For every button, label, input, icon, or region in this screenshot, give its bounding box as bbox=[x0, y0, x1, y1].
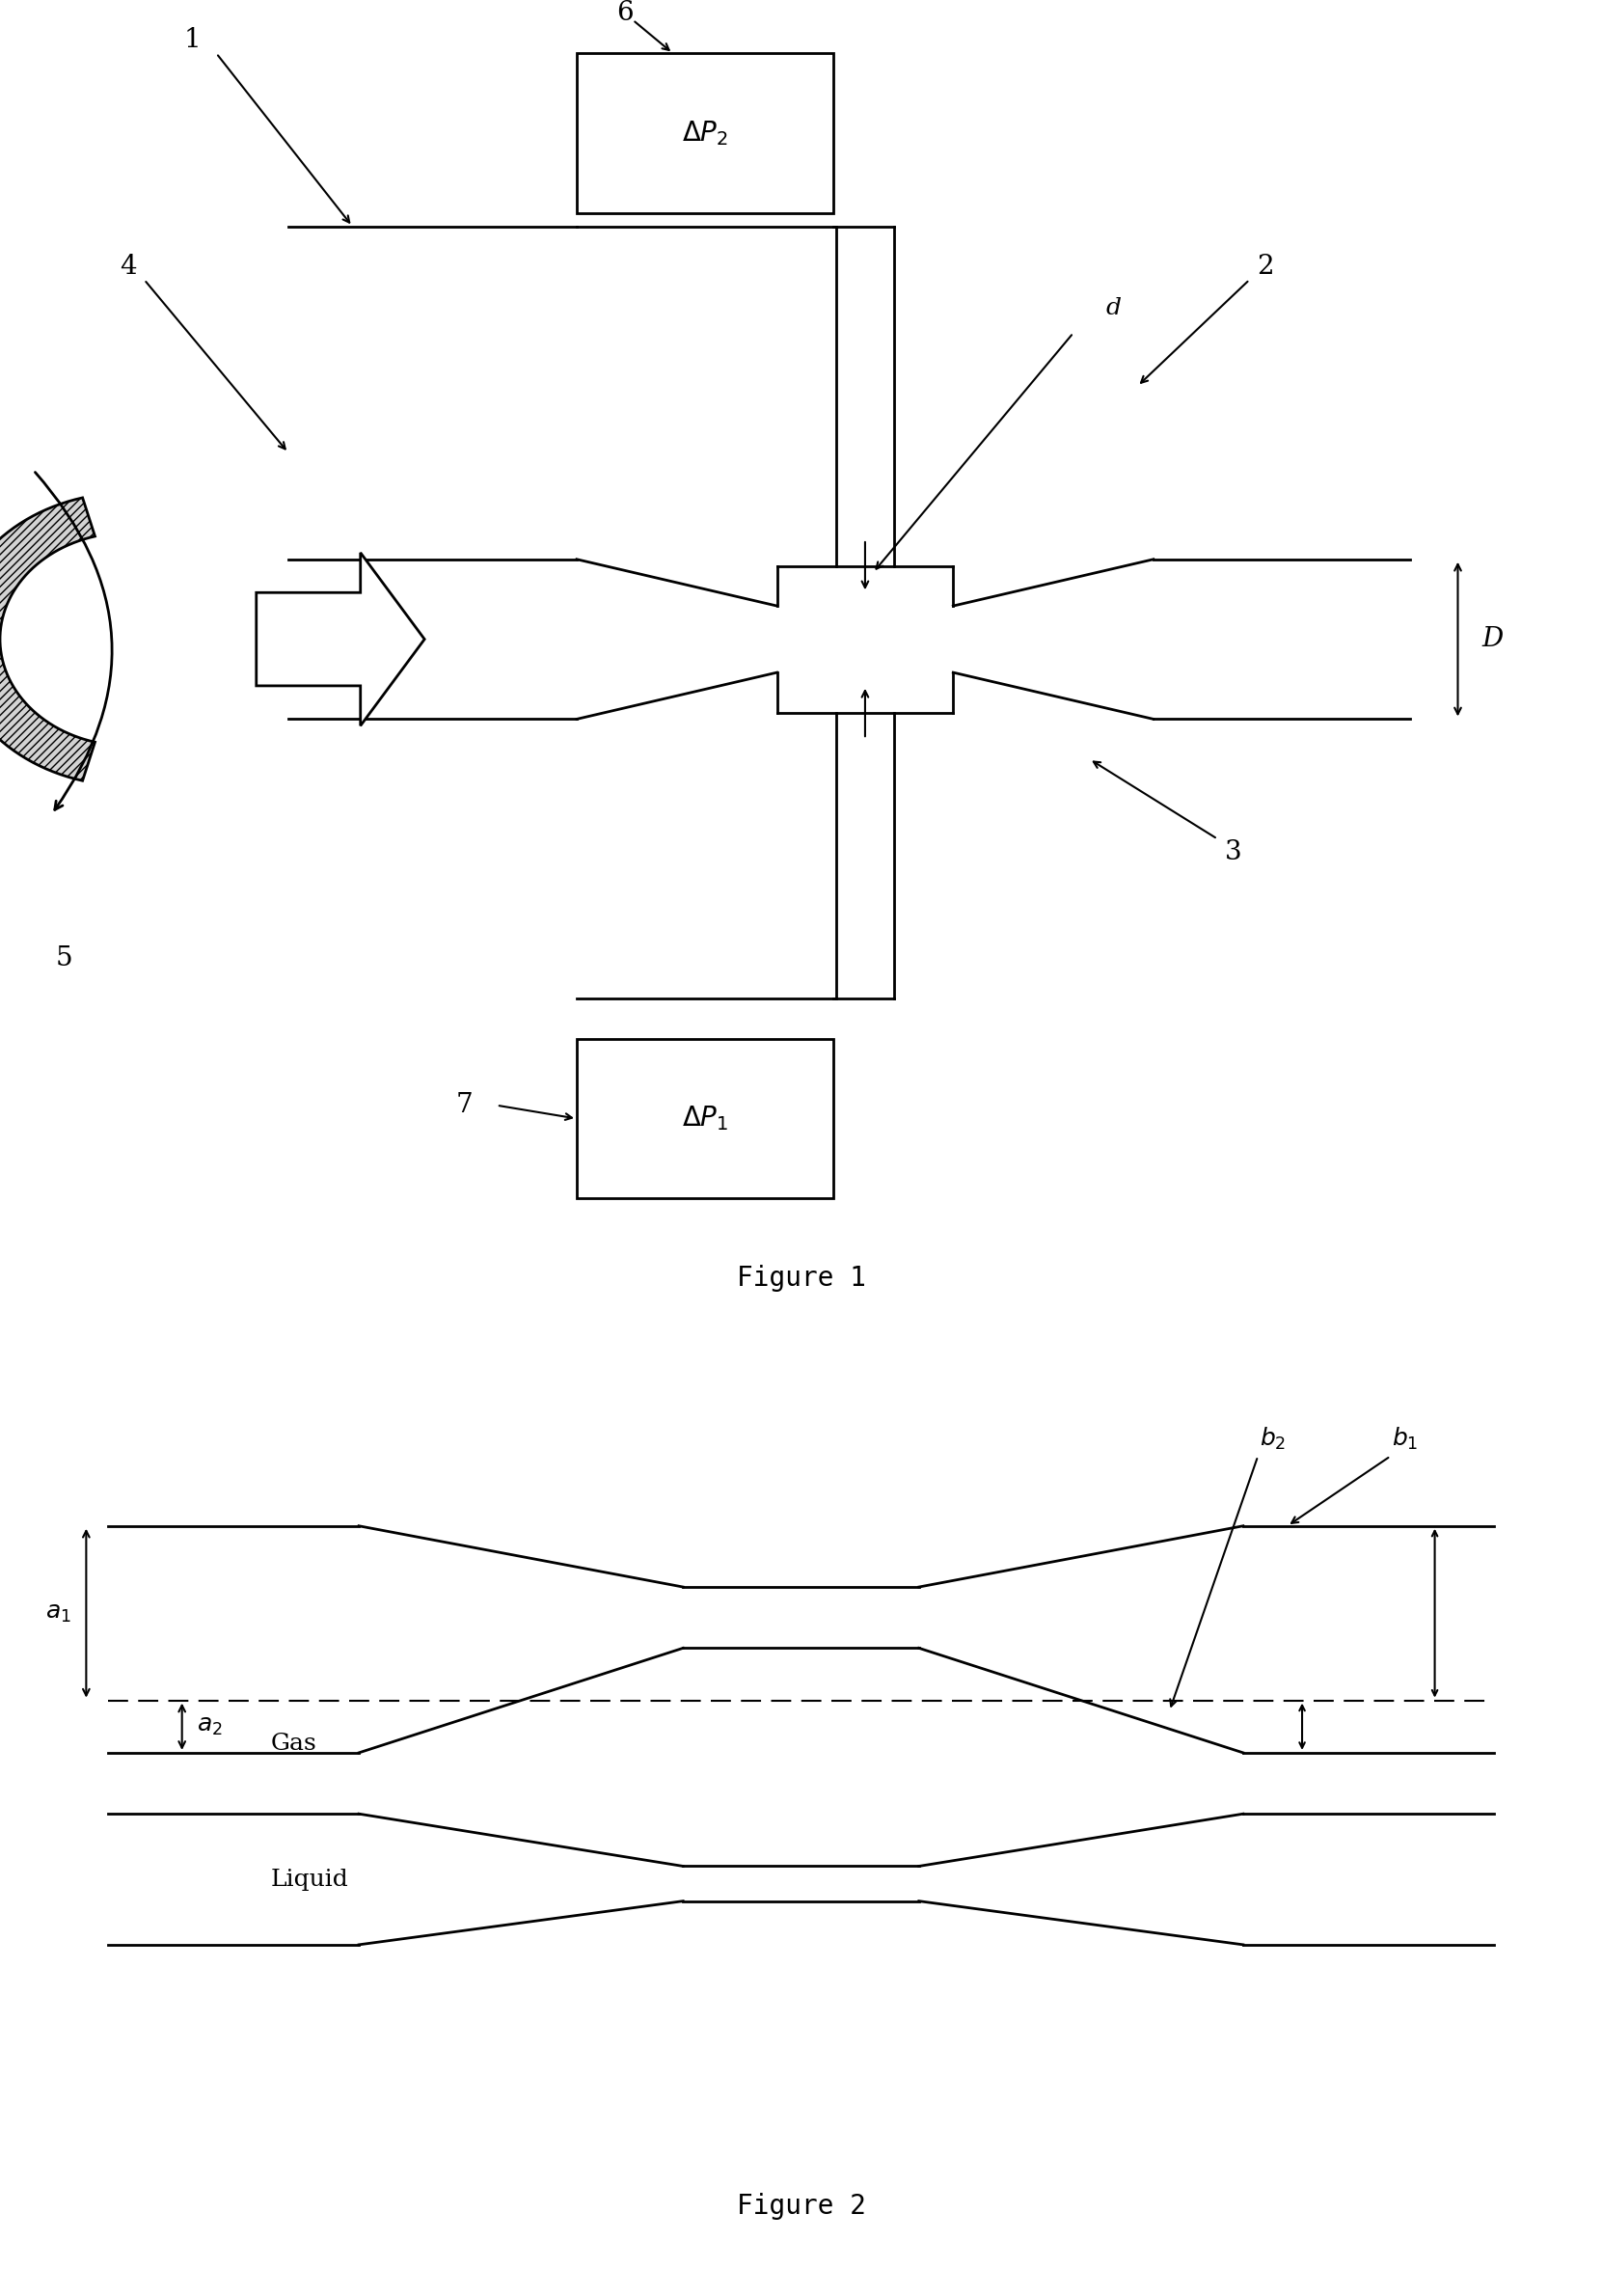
Text: Gas: Gas bbox=[271, 1733, 317, 1754]
Text: 2: 2 bbox=[1258, 253, 1274, 280]
Text: Liquid: Liquid bbox=[271, 1869, 348, 1890]
Text: 4: 4 bbox=[120, 253, 136, 280]
Text: $\Delta P_2$: $\Delta P_2$ bbox=[682, 119, 727, 147]
Text: 7: 7 bbox=[457, 1093, 473, 1118]
Text: 3: 3 bbox=[1226, 840, 1242, 866]
Text: d: d bbox=[1105, 298, 1121, 319]
Text: 5: 5 bbox=[56, 946, 72, 971]
Text: Figure 2: Figure 2 bbox=[737, 2193, 865, 2220]
Text: D: D bbox=[1482, 627, 1503, 652]
Text: 1: 1 bbox=[184, 28, 200, 53]
Text: 6: 6 bbox=[617, 0, 633, 25]
Text: $a_2$: $a_2$ bbox=[197, 1715, 223, 1738]
Text: $b_1$: $b_1$ bbox=[1392, 1426, 1418, 1451]
Polygon shape bbox=[256, 553, 425, 726]
Text: Figure 1: Figure 1 bbox=[737, 1265, 865, 1293]
FancyBboxPatch shape bbox=[577, 1038, 833, 1199]
Text: $b_2$: $b_2$ bbox=[1259, 1426, 1286, 1451]
FancyBboxPatch shape bbox=[577, 53, 833, 214]
Polygon shape bbox=[0, 498, 95, 781]
Text: $\Delta P_1$: $\Delta P_1$ bbox=[681, 1104, 729, 1132]
Text: $a_1$: $a_1$ bbox=[45, 1603, 72, 1623]
